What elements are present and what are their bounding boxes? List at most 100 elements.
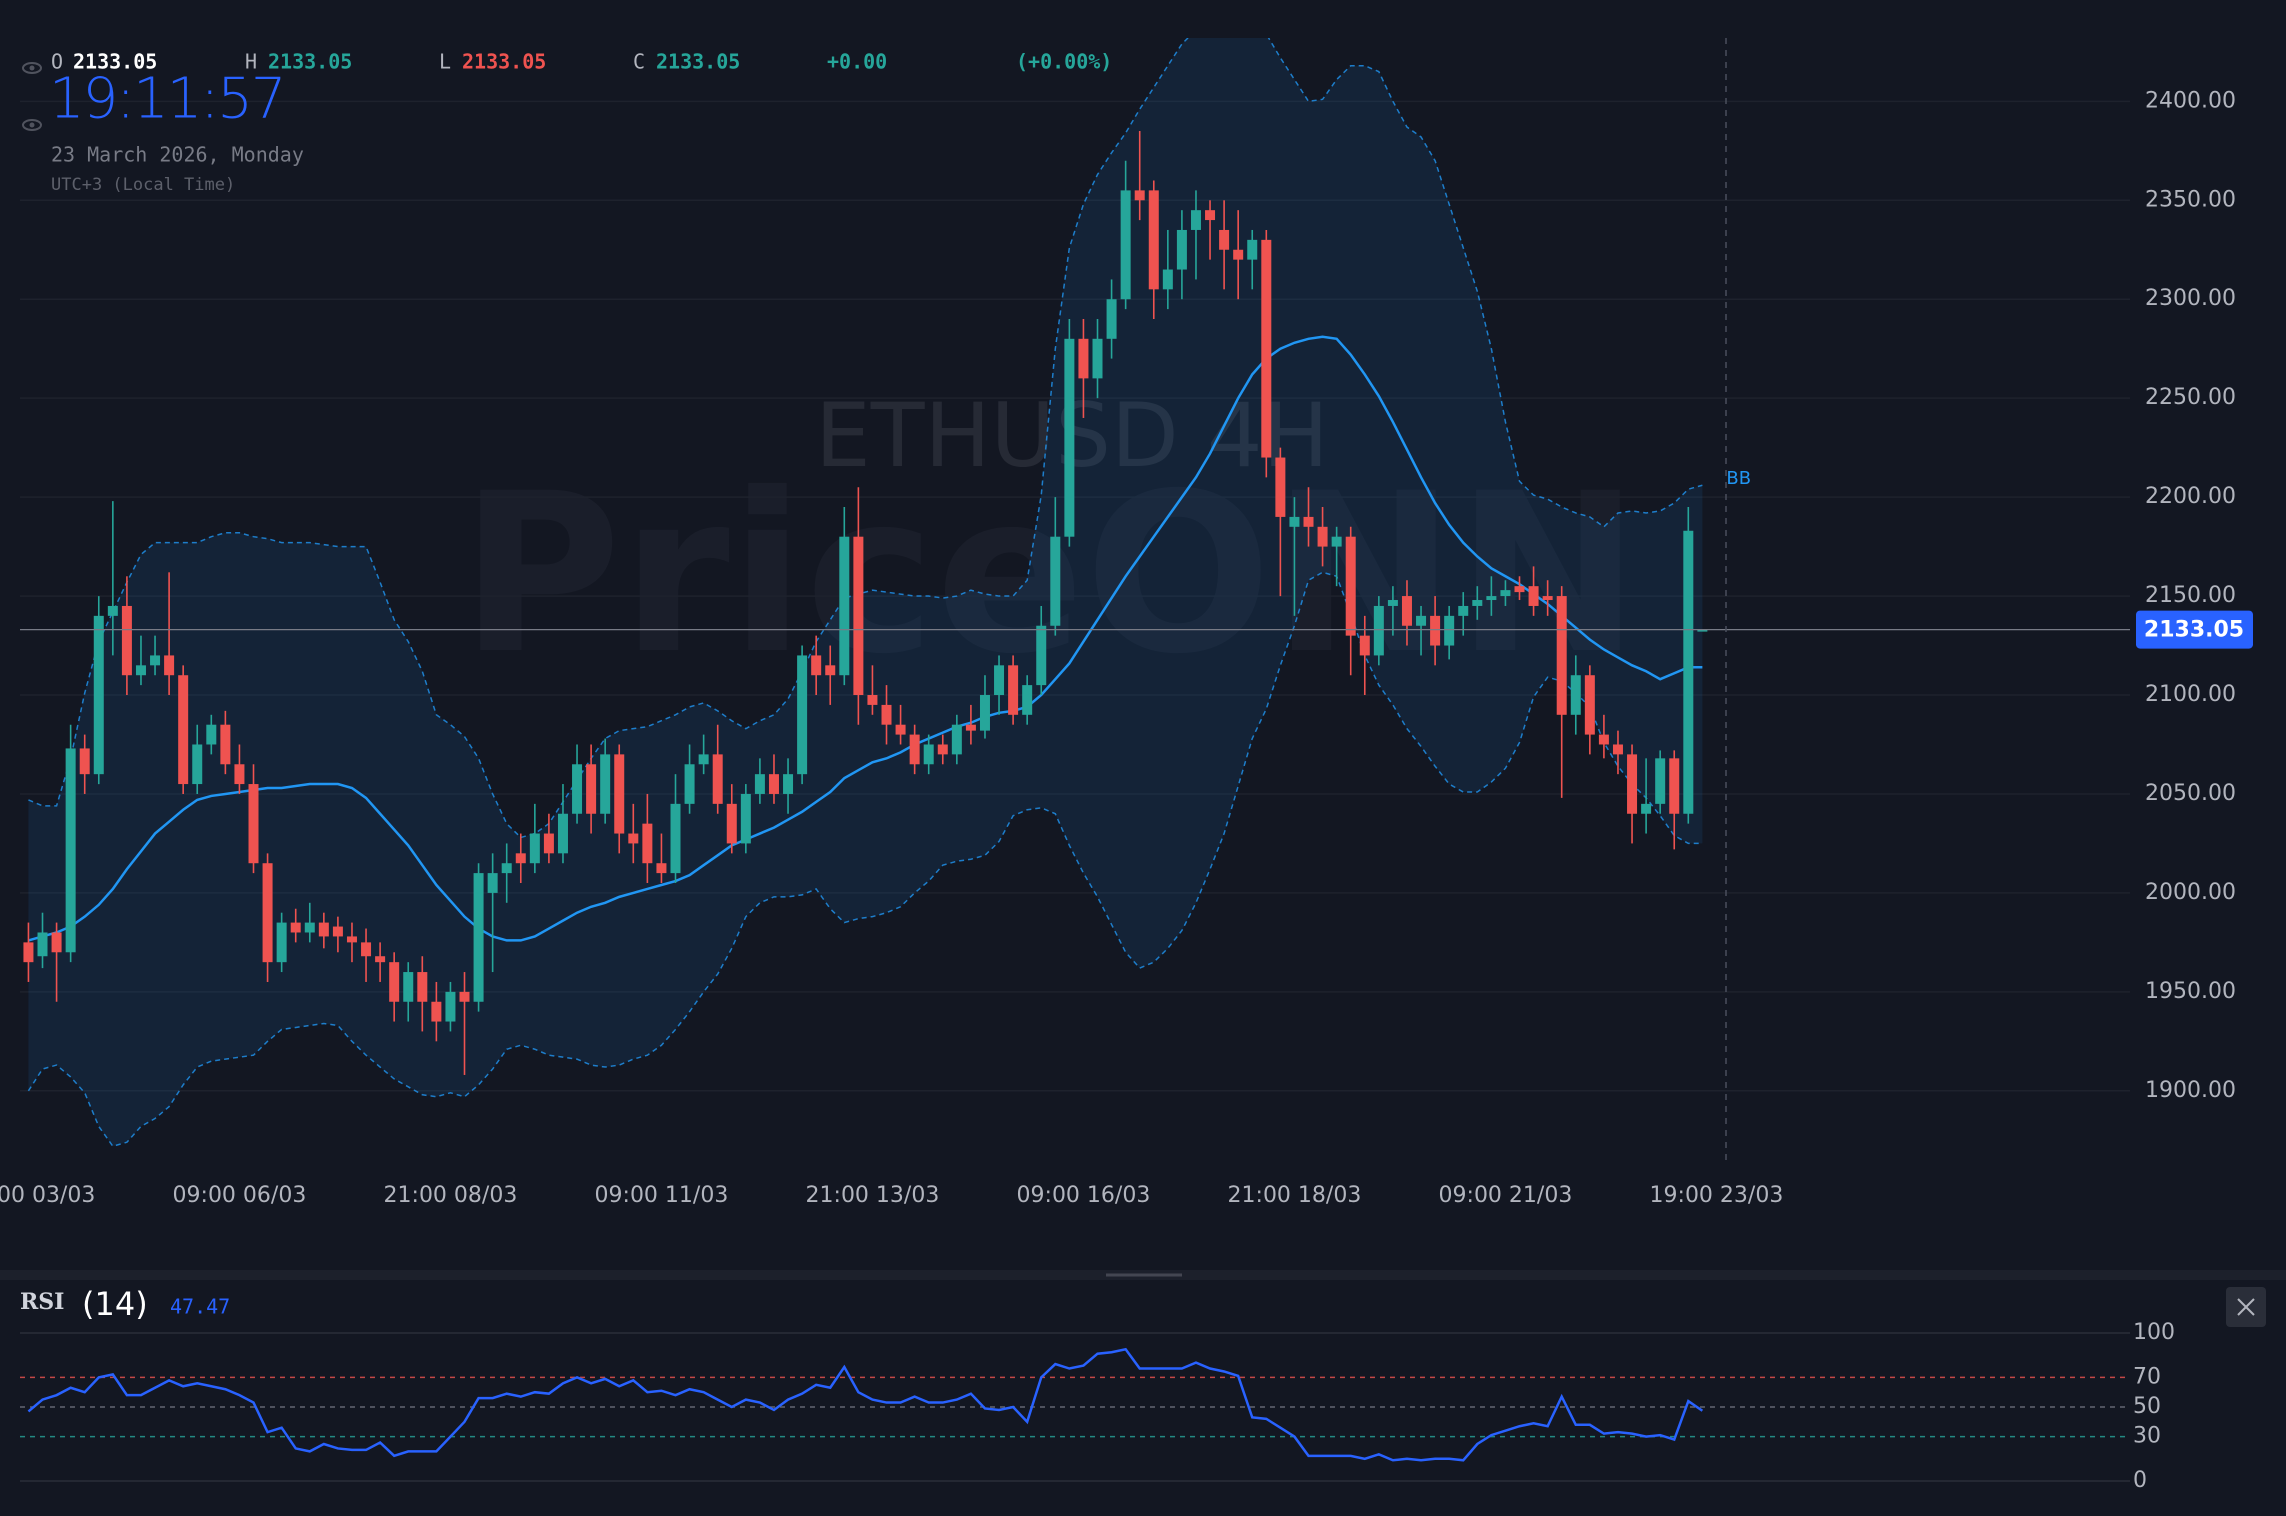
candle-body bbox=[304, 922, 315, 933]
candle-body bbox=[290, 922, 301, 933]
candle-body bbox=[1303, 516, 1314, 527]
eye-icon[interactable] bbox=[22, 119, 42, 131]
candle-body bbox=[1612, 744, 1623, 755]
candle-body bbox=[923, 744, 934, 765]
candle-body bbox=[628, 833, 639, 844]
high-label: H bbox=[245, 50, 257, 74]
candle-body bbox=[1542, 596, 1553, 601]
x-tick-label: 21:00 03/03 bbox=[0, 1183, 95, 1208]
candle-body bbox=[276, 922, 287, 963]
candle-body bbox=[965, 724, 976, 731]
candle-body bbox=[1261, 239, 1272, 458]
candle-body bbox=[783, 774, 794, 794]
main-axis: 1900.00 1950.00 2000.00 2050.00 2100.00 2150.… bbox=[0, 88, 2236, 1208]
candle-body bbox=[1064, 338, 1075, 537]
candle-body bbox=[572, 764, 583, 814]
candle-body bbox=[107, 605, 118, 616]
candle-body bbox=[1289, 516, 1300, 527]
candle-body bbox=[811, 655, 822, 676]
y-tick-label: 2100.00 bbox=[2145, 682, 2236, 707]
rsi-line bbox=[27, 1347, 1704, 1462]
candle-body bbox=[1120, 190, 1131, 300]
candle-body bbox=[740, 793, 751, 844]
candle-body bbox=[1387, 600, 1398, 606]
main-plot bbox=[20, 38, 2130, 1148]
rsi-title: RSI bbox=[20, 1289, 64, 1315]
candle-body bbox=[459, 991, 470, 1002]
overlay: 2133.05 BB bbox=[1726, 468, 2253, 649]
band-lower bbox=[27, 571, 1703, 1148]
close-label: C bbox=[633, 50, 645, 74]
candle-body bbox=[979, 695, 990, 731]
candle-body bbox=[557, 813, 568, 854]
change: +0.00 bbox=[827, 50, 887, 74]
y-tick-label: 2400.00 bbox=[2145, 88, 2236, 113]
candle-body bbox=[375, 956, 386, 963]
candle-body bbox=[1162, 269, 1173, 290]
close-button[interactable] bbox=[2226, 1287, 2266, 1327]
rsi-plot bbox=[27, 1347, 1704, 1462]
candle-body bbox=[1050, 536, 1061, 626]
candle-body bbox=[1247, 239, 1258, 260]
candle-body bbox=[1205, 210, 1216, 221]
candle-body bbox=[951, 724, 962, 755]
candle-body bbox=[445, 991, 456, 1022]
candle-body bbox=[164, 655, 175, 676]
x-tick-label: 19:00 23/03 bbox=[1650, 1183, 1784, 1208]
candle-body bbox=[586, 764, 597, 814]
x-tick-label: 09:00 11/03 bbox=[595, 1183, 729, 1208]
candle-body bbox=[698, 754, 709, 765]
candle-body bbox=[881, 704, 892, 725]
candle-body bbox=[206, 724, 217, 745]
candle-body bbox=[487, 873, 498, 893]
candle-body bbox=[51, 932, 62, 953]
y-tick-label: 2150.00 bbox=[2145, 583, 2236, 608]
candle-body bbox=[417, 972, 428, 1002]
candle-body bbox=[318, 922, 329, 937]
candle-body bbox=[1078, 338, 1089, 379]
candle-body bbox=[543, 833, 554, 854]
candle-body bbox=[23, 942, 34, 963]
rsi-current-value: 47.47 bbox=[170, 1295, 230, 1319]
y-tick-label: 1900.00 bbox=[2145, 1078, 2236, 1103]
candle-body bbox=[178, 675, 189, 785]
close-value: 2133.05 bbox=[656, 50, 740, 74]
candle-body bbox=[1022, 685, 1033, 715]
candle-body bbox=[37, 932, 48, 957]
y-tick-label: 50 bbox=[2133, 1394, 2161, 1419]
candle-body bbox=[1275, 457, 1286, 517]
candle-body bbox=[332, 926, 343, 937]
candle-body bbox=[614, 754, 625, 834]
candle-body bbox=[825, 665, 836, 676]
low-label: L bbox=[439, 50, 451, 74]
candle-body bbox=[684, 764, 695, 804]
ohlc-legend: O 2133.05 H 2133.05 L 2133.05 C 2133.05 … bbox=[22, 50, 1112, 74]
y-tick-label: 100 bbox=[2133, 1320, 2175, 1345]
candle-body bbox=[994, 665, 1005, 696]
candle-body bbox=[1444, 615, 1455, 646]
candle-body bbox=[1359, 635, 1370, 656]
candle-body bbox=[431, 1001, 442, 1022]
candle-body bbox=[656, 863, 667, 874]
candle-body bbox=[1219, 229, 1230, 250]
candle-body bbox=[1486, 596, 1497, 601]
candle-body bbox=[867, 695, 878, 705]
candle-body bbox=[403, 972, 414, 1002]
candle-body bbox=[1556, 596, 1567, 715]
price-tag-label: 2133.05 bbox=[2144, 618, 2244, 643]
watermark-brand: PriceONN bbox=[460, 446, 1640, 702]
open-value: 2133.05 bbox=[73, 50, 157, 74]
date: 23 March 2026, Monday bbox=[51, 143, 304, 167]
candle-body bbox=[670, 803, 681, 874]
band-middle bbox=[28, 335, 1703, 942]
price-tag bbox=[2136, 610, 2253, 649]
candle-body bbox=[65, 748, 76, 953]
eye-icon[interactable] bbox=[22, 62, 42, 74]
x-tick-label: 21:00 18/03 bbox=[1228, 1183, 1362, 1208]
candle-body bbox=[937, 744, 948, 755]
candle-body bbox=[1514, 586, 1525, 593]
candle-body bbox=[1500, 590, 1511, 597]
candle-body bbox=[1430, 615, 1441, 646]
y-tick-label: 2300.00 bbox=[2145, 286, 2236, 311]
